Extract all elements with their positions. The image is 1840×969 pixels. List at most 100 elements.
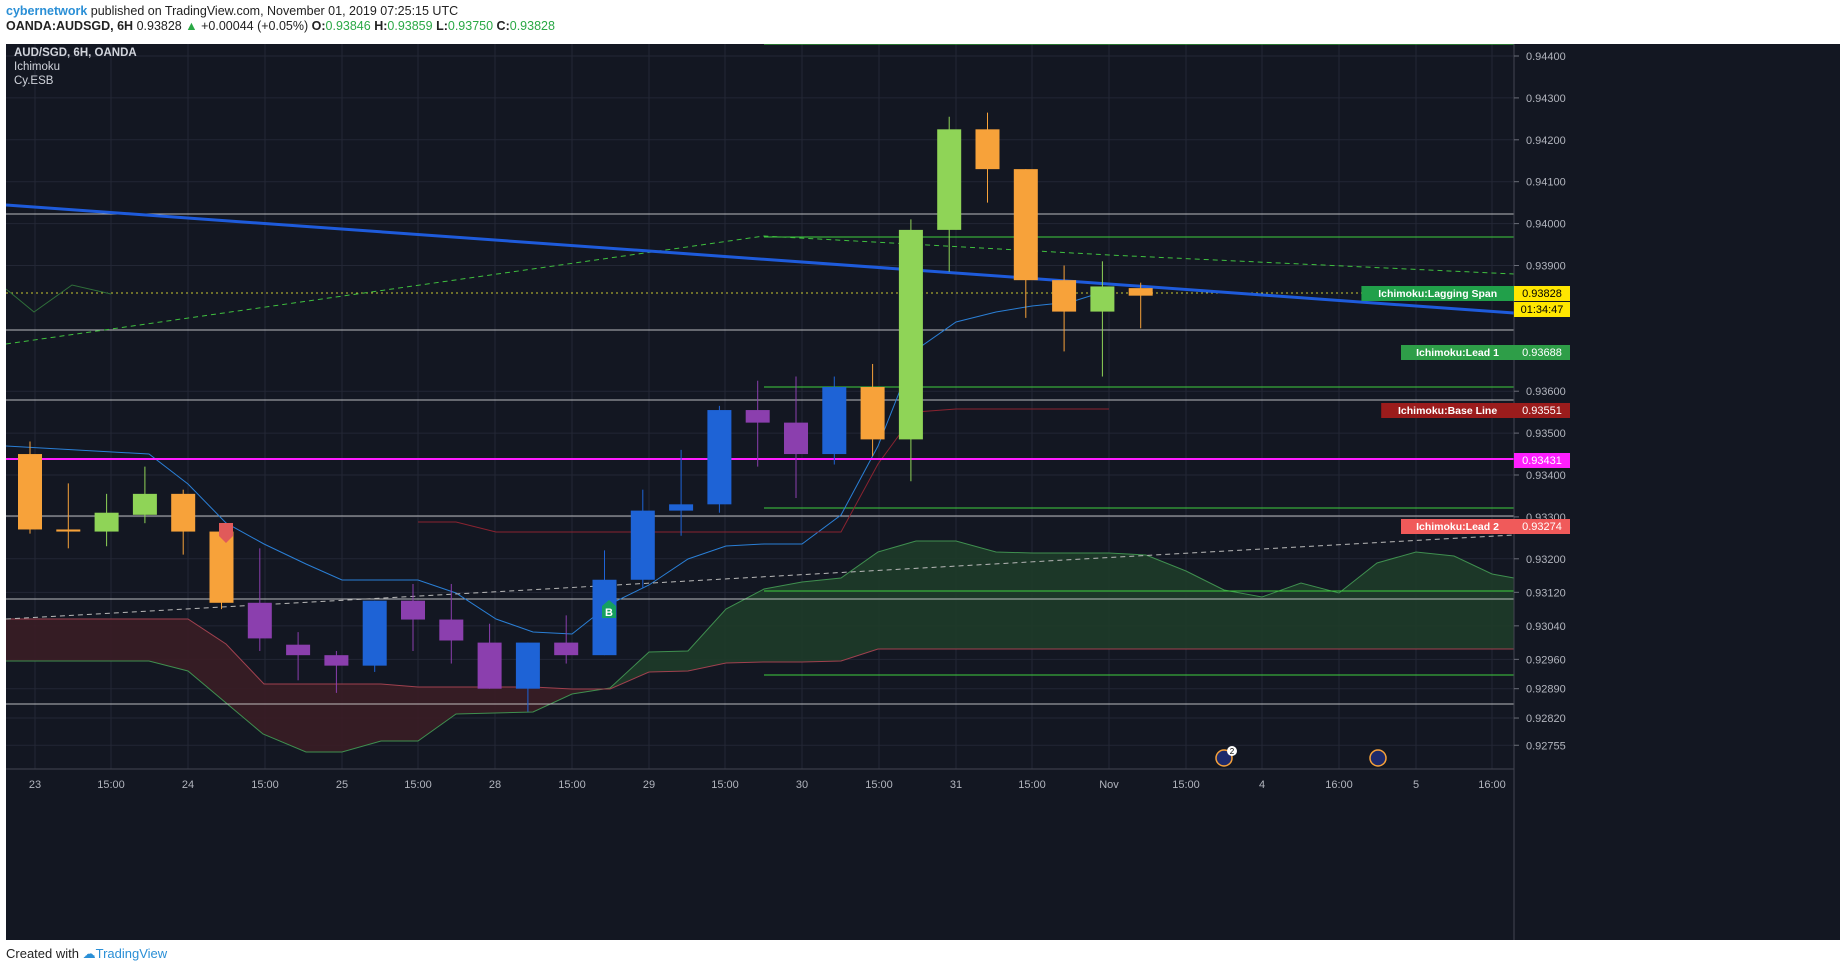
y-tick-label: 0.93200 xyxy=(1526,554,1566,566)
time-axis[interactable]: 23 15:00 24 15:00 25 15:00 28 15:00 29 15:00 30 15:… xyxy=(29,779,1506,791)
x-tick-label: 5 xyxy=(1413,779,1419,791)
x-tick-label: 15:00 xyxy=(1018,779,1046,791)
candle-body xyxy=(209,531,234,603)
candle-body xyxy=(477,642,502,689)
y-tick-label: 0.93500 xyxy=(1526,428,1566,440)
y-tick-label: 0.94300 xyxy=(1526,93,1566,105)
candle-body xyxy=(745,410,770,423)
horizontal-levels xyxy=(6,44,1514,705)
lead2-line xyxy=(6,618,1514,690)
y-tick-label: 0.93900 xyxy=(1526,261,1566,273)
close-label: C: xyxy=(496,19,510,33)
x-tick-label: 30 xyxy=(796,779,808,791)
x-tick-label: Nov xyxy=(1099,779,1119,791)
candle-body xyxy=(362,600,387,666)
close-value: 0.93828 xyxy=(509,19,555,33)
x-tick-label: 4 xyxy=(1259,779,1265,791)
candle-body xyxy=(401,600,425,620)
y-tick-label: 0.94400 xyxy=(1526,51,1566,63)
x-tick-label: 28 xyxy=(489,779,501,791)
series-label-text: Ichimoku:Base Line xyxy=(1398,405,1497,417)
conversion-line xyxy=(6,289,1110,635)
price-change: +0.00044 (+0.05%) xyxy=(201,19,309,33)
price-value-badge xyxy=(1514,519,1570,534)
price-value-badge xyxy=(1514,403,1570,418)
x-tick-label: 31 xyxy=(950,779,962,791)
blue-trendline[interactable] xyxy=(6,203,1515,315)
y-tick-label: 0.92755 xyxy=(1526,740,1566,752)
y-tick-label: 0.93120 xyxy=(1526,587,1566,599)
candle-body xyxy=(1090,286,1115,312)
x-tick-label: 15:00 xyxy=(404,779,432,791)
x-tick-label: 15:00 xyxy=(558,779,586,791)
candle-body xyxy=(898,229,923,440)
high-label: H: xyxy=(374,19,388,33)
series-label-text: Ichimoku:Lead 1 xyxy=(1416,347,1499,359)
candle-body xyxy=(94,512,119,532)
x-tick-label: 23 xyxy=(29,779,41,791)
x-tick-label: 15:00 xyxy=(251,779,279,791)
ichimoku-cloud xyxy=(6,540,1515,753)
low-label: L: xyxy=(436,19,448,33)
base-line xyxy=(418,408,1109,533)
y-tick-label: 0.92890 xyxy=(1526,684,1566,696)
candle-body xyxy=(1052,280,1077,312)
event-count-text: 2 xyxy=(1230,747,1235,756)
tradingview-logo-icon: ☁ xyxy=(82,946,96,961)
candle-body xyxy=(286,644,311,656)
candle-body xyxy=(860,387,885,440)
buy-signal-label: B xyxy=(605,607,613,619)
symbol-label: OANDA:AUDSGD, 6H xyxy=(6,19,134,33)
event-count-badge xyxy=(1227,746,1237,756)
y-tick-label: 0.94000 xyxy=(1526,219,1566,231)
price-value-text: 0.93274 xyxy=(1522,521,1562,533)
candle-body xyxy=(171,493,196,532)
open-label: O: xyxy=(311,19,326,33)
series-label-text: Ichimoku:Lead 2 xyxy=(1416,521,1499,533)
price-value-text: 01:34:47 xyxy=(1521,304,1564,316)
last-price: 0.93828 xyxy=(136,19,182,33)
x-tick-label: 15:00 xyxy=(865,779,893,791)
x-tick-label: 15:00 xyxy=(97,779,125,791)
legend-item: AUD/SGD, 6H, OANDA xyxy=(14,47,137,59)
price-axis[interactable]: 0.94400 0.94300 0.94200 0.94100 0.94000 0.939… xyxy=(1514,51,1566,752)
legend-item: Ichimoku xyxy=(14,61,60,73)
series-label-badge xyxy=(1401,345,1514,360)
candle-body xyxy=(247,602,272,639)
candle-body xyxy=(439,619,464,641)
price-value-text: 0.93431 xyxy=(1522,455,1562,467)
y-tick-label: 0.93400 xyxy=(1526,470,1566,482)
y-tick-label: 0.92960 xyxy=(1526,654,1566,666)
legend-item: Cy.ESB xyxy=(14,75,54,87)
tradingview-brand[interactable]: TradingView xyxy=(95,946,168,961)
candle-body xyxy=(822,387,847,455)
price-chart[interactable]: B 0.944000.943000.942000.941000.940000.9… xyxy=(6,44,1840,940)
author-link[interactable]: cybernetwork xyxy=(6,4,88,18)
candle-body xyxy=(1128,288,1153,296)
lagging-span-segment xyxy=(6,284,112,313)
x-tick-label: 15:00 xyxy=(711,779,739,791)
signal-markers: B xyxy=(219,523,616,619)
candle-body xyxy=(56,529,81,532)
candle-body xyxy=(554,642,579,656)
chart-background xyxy=(6,44,1840,940)
candle-body xyxy=(784,422,808,455)
right-price-labels: Ichimoku:Lagging Span 0.93828 01:34:47 Ichi… xyxy=(1361,286,1570,534)
candle-body xyxy=(707,410,732,505)
price-value-text: 0.93828 xyxy=(1522,288,1562,300)
candle-body xyxy=(669,504,694,511)
created-with-text: Created with xyxy=(6,946,79,961)
x-tick-label: 16:00 xyxy=(1325,779,1353,791)
series-label-badge xyxy=(1381,403,1514,418)
lead1-line xyxy=(6,540,1515,753)
x-tick-label: 25 xyxy=(336,779,348,791)
candle-body xyxy=(18,454,42,530)
price-value-badge xyxy=(1514,345,1570,360)
price-value-text: 0.93688 xyxy=(1522,347,1562,359)
economic-event-flag-icon xyxy=(1369,749,1387,767)
candle-body xyxy=(975,129,1000,170)
low-value: 0.93750 xyxy=(447,19,494,33)
series-label-badge xyxy=(1361,286,1514,301)
y-tick-label: 0.94100 xyxy=(1526,177,1566,189)
x-tick-label: 16:00 xyxy=(1478,779,1506,791)
